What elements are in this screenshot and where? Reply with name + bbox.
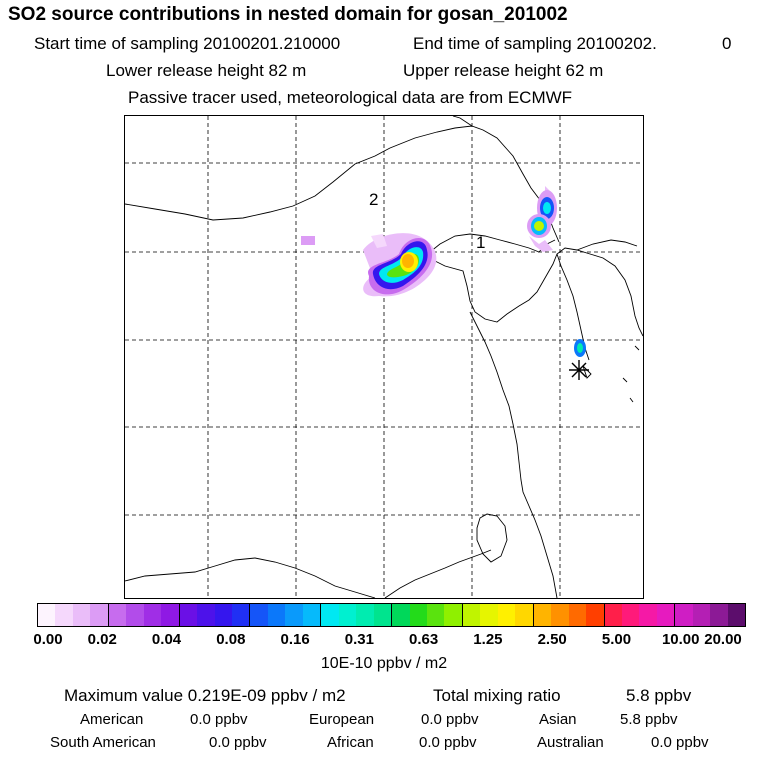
colorbar-cell bbox=[727, 604, 746, 626]
colorbar-tick-label: 0.08 bbox=[216, 631, 246, 648]
region-value-australian: 0.0 ppbv bbox=[651, 734, 709, 751]
colorbar-tick-label: 5.00 bbox=[601, 631, 632, 648]
colorbar-cell bbox=[373, 604, 393, 626]
colorbar-cell bbox=[126, 604, 144, 626]
colorbar-cell bbox=[426, 604, 445, 626]
colorbar-cell bbox=[38, 604, 56, 626]
source-label-2: 2 bbox=[369, 190, 378, 209]
region-value-african: 0.0 ppbv bbox=[419, 734, 477, 751]
colorbar-cell bbox=[533, 604, 552, 626]
region-name-south-american: South American bbox=[50, 734, 156, 751]
colorbar-cell bbox=[621, 604, 640, 626]
colorbar bbox=[37, 603, 746, 627]
region-name-european: European bbox=[309, 711, 375, 728]
colorbar-tick-label: 0.04 bbox=[151, 631, 182, 648]
colorbar-cell bbox=[568, 604, 587, 626]
colorbar-cell bbox=[409, 604, 427, 626]
end-time-value: 0 bbox=[722, 34, 732, 53]
colorbar-cell bbox=[179, 604, 198, 626]
colorbar-cell bbox=[551, 604, 569, 626]
lower-release-height: Lower release height 82 m bbox=[106, 61, 307, 80]
colorbar-cell bbox=[639, 604, 657, 626]
plume-region-2 bbox=[301, 233, 437, 297]
colorbar-cell bbox=[656, 604, 676, 626]
colorbar-cell bbox=[302, 604, 322, 626]
colorbar-units: 10E-10 ppbv / m2 bbox=[320, 655, 448, 672]
colorbar-tick-label: 20.00 bbox=[704, 631, 742, 648]
region-name-american: American bbox=[80, 711, 144, 728]
region-value-american: 0.0 ppbv bbox=[190, 711, 248, 728]
map-canvas: 2 1 bbox=[125, 116, 643, 598]
end-time-label: End time of sampling 20100202. bbox=[413, 34, 657, 53]
colorbar-cell bbox=[356, 604, 374, 626]
colorbar-cell bbox=[710, 604, 728, 626]
colorbar-tick-label: 10.00 bbox=[661, 631, 700, 648]
colorbar-cell bbox=[231, 604, 251, 626]
colorbar-cell bbox=[161, 604, 180, 626]
colorbar-cell bbox=[197, 604, 215, 626]
colorbar-cell bbox=[108, 604, 127, 626]
region-value-european: 0.0 ppbv bbox=[421, 711, 479, 728]
colorbar-cell bbox=[497, 604, 516, 626]
map-gridlines bbox=[125, 116, 643, 598]
colorbar-tick-label: 0.16 bbox=[280, 631, 310, 648]
region-value-asian: 5.8 ppbv bbox=[620, 711, 678, 728]
plume-receptor bbox=[574, 339, 586, 357]
colorbar-cell bbox=[250, 604, 268, 626]
colorbar-cell bbox=[444, 604, 463, 626]
max-value-label: Maximum value 0.219E-09 ppbv / m2 bbox=[64, 686, 346, 705]
plot-title: SO2 source contributions in nested domai… bbox=[8, 4, 568, 25]
colorbar-tick-label: 1.25 bbox=[473, 631, 503, 648]
colorbar-cell bbox=[692, 604, 711, 626]
receptor-star-icon bbox=[569, 360, 589, 380]
total-mixing-label: Total mixing ratio bbox=[433, 686, 561, 705]
colorbar-tick-label: 0.31 bbox=[344, 631, 374, 648]
colorbar-tick-label: 0.00 bbox=[33, 631, 63, 648]
region-name-african: African bbox=[327, 734, 374, 751]
upper-release-height: Upper release height 62 m bbox=[403, 61, 604, 80]
colorbar-cell bbox=[90, 604, 109, 626]
colorbar-cell bbox=[586, 604, 605, 626]
region-name-asian: Asian bbox=[539, 711, 577, 728]
colorbar-tick-label: 2.50 bbox=[537, 631, 567, 648]
source-label-1: 1 bbox=[476, 233, 485, 252]
colorbar-tick-label: 0.63 bbox=[409, 631, 439, 648]
start-time-label: Start time of sampling 20100201.210000 bbox=[34, 34, 341, 53]
map-panel: 2 1 bbox=[124, 115, 644, 599]
colorbar-cell bbox=[392, 604, 410, 626]
region-value-south-american: 0.0 ppbv bbox=[209, 734, 267, 751]
region-name-australian: Australian bbox=[537, 734, 604, 751]
colorbar-cell bbox=[143, 604, 162, 626]
colorbar-cell bbox=[214, 604, 232, 626]
colorbar-cell bbox=[604, 604, 622, 626]
colorbar-cell bbox=[55, 604, 73, 626]
colorbar-cell bbox=[267, 604, 286, 626]
colorbar-cell bbox=[321, 604, 339, 626]
colorbar-cell bbox=[285, 604, 303, 626]
colorbar-cell bbox=[515, 604, 534, 626]
colorbar-cell bbox=[462, 604, 481, 626]
colorbar-cell bbox=[480, 604, 498, 626]
tracer-note: Passive tracer used, meteorological data… bbox=[128, 88, 573, 107]
colorbar-tick-label: 0.02 bbox=[87, 631, 117, 648]
colorbar-cell bbox=[675, 604, 693, 626]
plume-region-ne bbox=[527, 186, 557, 252]
total-mixing-value: 5.8 ppbv bbox=[626, 686, 692, 705]
colorbar-cell bbox=[72, 604, 91, 626]
colorbar-cell bbox=[338, 604, 357, 626]
